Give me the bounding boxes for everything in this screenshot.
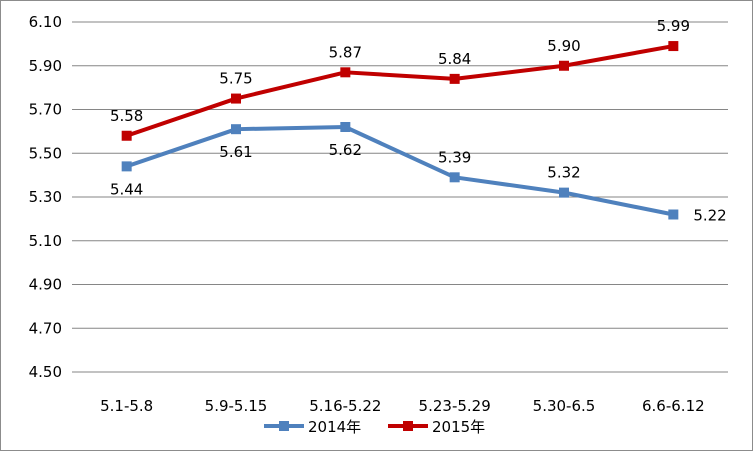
- data-point-marker: [121, 130, 132, 141]
- x-tick-label: 6.6-6.12: [642, 397, 705, 415]
- legend: 2014年 2015年: [264, 418, 485, 436]
- y-tick-label: 5.30: [29, 188, 62, 206]
- legend-marker: [403, 421, 413, 431]
- x-tick-label: 5.30-6.5: [533, 397, 596, 415]
- data-label: 5.22: [693, 207, 726, 225]
- legend-label: 2014年: [308, 418, 361, 436]
- data-label: 5.32: [547, 164, 580, 182]
- legend-label: 2015年: [432, 418, 485, 436]
- data-point-marker: [449, 172, 460, 183]
- data-point-marker: [121, 161, 132, 172]
- x-tick-label: 5.9-5.15: [205, 397, 268, 415]
- data-label: 5.75: [219, 70, 252, 88]
- x-tick-label: 5.23-5.29: [419, 397, 491, 415]
- x-tick-label: 5.16-5.22: [309, 397, 381, 415]
- data-label: 5.99: [657, 17, 690, 35]
- x-tick-label: 5.1-5.8: [100, 397, 153, 415]
- data-point-marker: [668, 41, 679, 52]
- data-point-marker: [668, 209, 679, 220]
- data-point-marker: [231, 93, 241, 104]
- data-point-marker: [340, 122, 351, 132]
- data-label: 5.62: [329, 141, 362, 159]
- data-label: 5.58: [110, 107, 143, 125]
- data-label: 5.44: [110, 180, 143, 198]
- y-tick-label: 4.70: [29, 319, 62, 337]
- y-tick-label: 5.90: [29, 57, 62, 75]
- y-tick-label: 5.10: [29, 232, 62, 250]
- y-tick-label: 5.70: [29, 101, 62, 119]
- data-label: 5.61: [219, 143, 252, 161]
- y-tick-label: 6.10: [29, 13, 62, 31]
- series-line: [126, 44, 674, 138]
- data-label: 5.84: [438, 50, 471, 68]
- y-tick-label: 4.50: [29, 363, 62, 381]
- data-point-marker: [449, 73, 460, 84]
- data-point-marker: [559, 60, 569, 71]
- data-label: 5.90: [547, 37, 580, 55]
- data-point-marker: [340, 67, 351, 78]
- y-tick-label: 4.90: [29, 276, 62, 294]
- data-label: 5.87: [329, 43, 362, 61]
- y-axis-ticks: 4.50 4.70 4.90 5.10 5.30 5.50 5.70 5.90 6.10: [29, 13, 62, 381]
- legend-marker: [279, 421, 289, 431]
- data-point-marker: [559, 187, 569, 198]
- data-point-marker: [231, 124, 241, 135]
- series-line: [126, 125, 674, 217]
- data-labels: 5.44 5.61 5.62 5.39 5.32 5.22 5.58 5.75 5.87 5.84…: [110, 17, 727, 224]
- y-tick-label: 5.50: [29, 144, 62, 162]
- data-label: 5.39: [438, 148, 471, 166]
- series-group: [121, 41, 679, 220]
- x-axis-ticks: 5.1-5.8 5.9-5.15 5.16-5.22 5.23-5.29 5.30-6.…: [100, 397, 705, 415]
